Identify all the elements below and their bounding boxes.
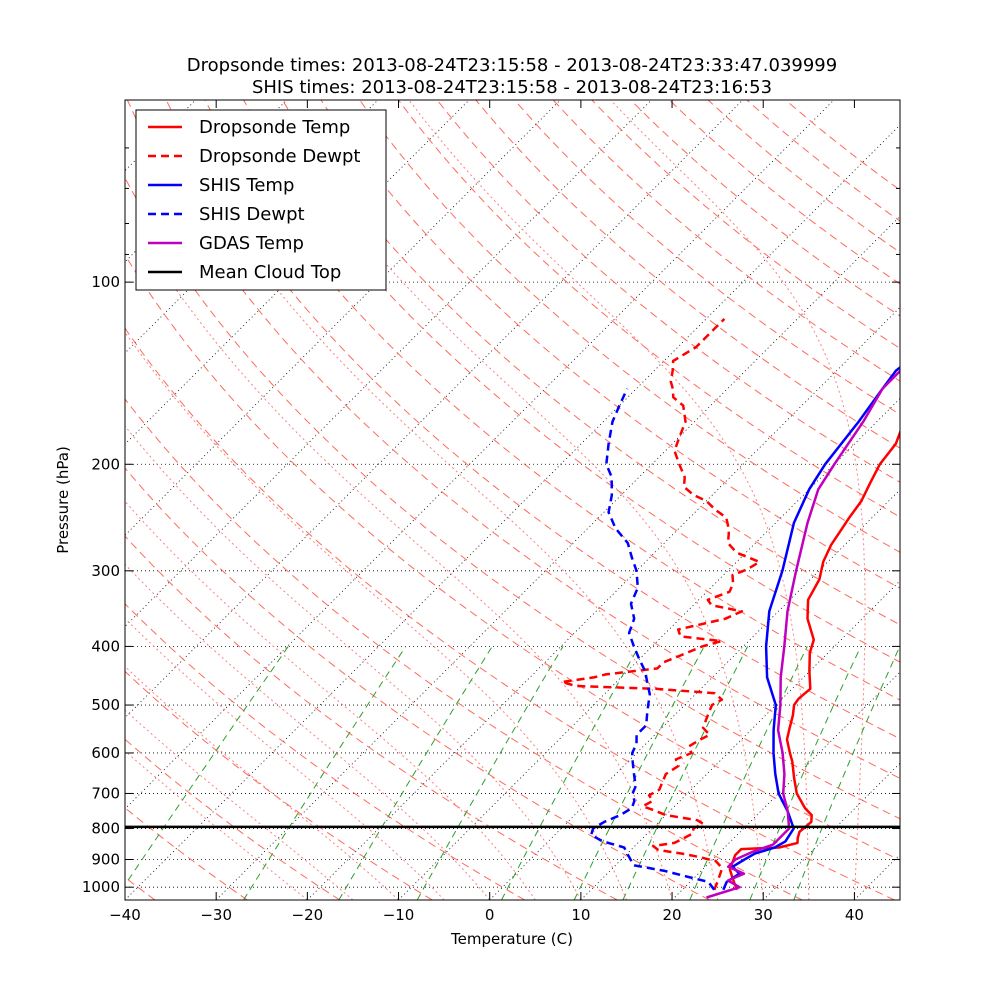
isotherm-line — [125, 100, 835, 810]
x-tick-label: 0 — [485, 906, 495, 924]
dry-adiabat-line — [125, 670, 433, 900]
mixing-ratio-line — [243, 646, 407, 900]
x-tick-label: 10 — [571, 906, 590, 924]
series-shis-temp — [722, 366, 900, 891]
series-gdas-temp — [706, 369, 900, 899]
mixing-ratio-line — [749, 646, 862, 900]
isotherm-line — [398, 397, 900, 900]
mixing-ratio-line — [793, 646, 900, 900]
dry-adiabat-line — [125, 398, 803, 900]
dry-adiabat-line — [126, 100, 900, 779]
dry-adiabat-line — [591, 100, 900, 349]
dry-adiabat-line — [320, 100, 900, 589]
dry-adiabat-line — [398, 100, 900, 518]
dry-adiabat-line — [125, 254, 900, 861]
y-tick-label: 700 — [91, 784, 120, 802]
x-tick-label: −20 — [292, 906, 324, 924]
y-tick-label: 1000 — [82, 878, 120, 896]
moist-adiabat-line — [125, 665, 399, 900]
y-tick-label: 500 — [91, 696, 120, 714]
plot-frame — [124, 99, 901, 901]
dry-adiabat-line — [125, 467, 710, 900]
x-tick-label: 30 — [754, 906, 773, 924]
dry-adiabat-line — [125, 176, 900, 820]
moist-adiabat-line — [203, 187, 719, 900]
legend-label: Dropsonde Temp — [199, 117, 350, 138]
y-tick-label: 100 — [91, 273, 120, 291]
dry-adiabat-line — [125, 738, 341, 900]
series-dropsonde-dewpt — [560, 318, 761, 891]
dry-adiabat-line — [359, 100, 900, 553]
moist-adiabat-line — [125, 617, 445, 900]
moist-adiabat-line — [610, 100, 866, 900]
legend-label: SHIS Dewpt — [199, 204, 305, 225]
dry-adiabat-line — [475, 100, 900, 449]
x-tick-label: 20 — [663, 906, 682, 924]
moist-adiabat-line — [125, 563, 491, 900]
y-tick-label: 900 — [91, 850, 120, 868]
chart-title-line2: SHIS times: 2013-08-24T23:15:58 - 2013-0… — [252, 77, 772, 98]
legend-box — [135, 109, 387, 291]
legend: Dropsonde Temp Dropsonde Dewpt SHIS Temp SH… — [135, 109, 387, 291]
chart-title-line1: Dropsonde times: 2013-08-24T23:15:58 - 2… — [187, 55, 837, 76]
x-tick-label: −10 — [383, 906, 415, 924]
moist-adiabat-line — [125, 500, 536, 900]
isotherm-line — [762, 762, 900, 900]
dry-adiabat-line — [514, 100, 900, 415]
x-tick-label: 40 — [845, 906, 864, 924]
y-tick-label: 600 — [91, 744, 120, 762]
y-axis-label: Pressure (hPa) — [54, 446, 72, 554]
legend-label: GDAS Temp — [199, 233, 304, 254]
dry-adiabat-line — [243, 100, 900, 663]
dry-adiabat-line — [707, 100, 900, 253]
isotherm-line — [125, 124, 900, 900]
moist-adiabat-line — [145, 243, 673, 900]
isotherm-line — [671, 671, 900, 900]
mixing-ratio-line — [125, 646, 289, 886]
y-tick-label: 300 — [91, 562, 120, 580]
series-shis-dewpt — [589, 388, 716, 891]
legend-label: SHIS Temp — [199, 175, 294, 196]
y-tick-label: 200 — [91, 455, 120, 473]
legend-label: Mean Cloud Top — [199, 262, 341, 283]
y-tick-label: 800 — [91, 820, 120, 838]
mixing-ratio-line — [689, 646, 808, 900]
mixing-ratio-line — [416, 646, 564, 900]
x-axis-label: Temperature (C) — [450, 930, 573, 948]
x-tick-label: −40 — [109, 906, 141, 924]
y-axis: 100 200 300 400 500 600 700 800 900 1000 — [82, 147, 900, 896]
x-axis: −40 −30 −20 −10 0 10 20 30 40 — [109, 100, 864, 924]
dry-adiabat-line — [630, 100, 900, 317]
x-tick-label: −30 — [200, 906, 232, 924]
mixing-ratio-line — [338, 646, 493, 900]
dry-adiabat-line — [125, 327, 895, 900]
legend-label: Dropsonde Dewpt — [199, 146, 360, 167]
isotherm-line — [215, 215, 900, 900]
isotherm-line — [489, 489, 900, 900]
moist-adiabat-line — [408, 100, 810, 900]
y-tick-label: 400 — [91, 637, 120, 655]
isotherm-line — [307, 306, 900, 900]
isotherm-line — [580, 580, 900, 900]
